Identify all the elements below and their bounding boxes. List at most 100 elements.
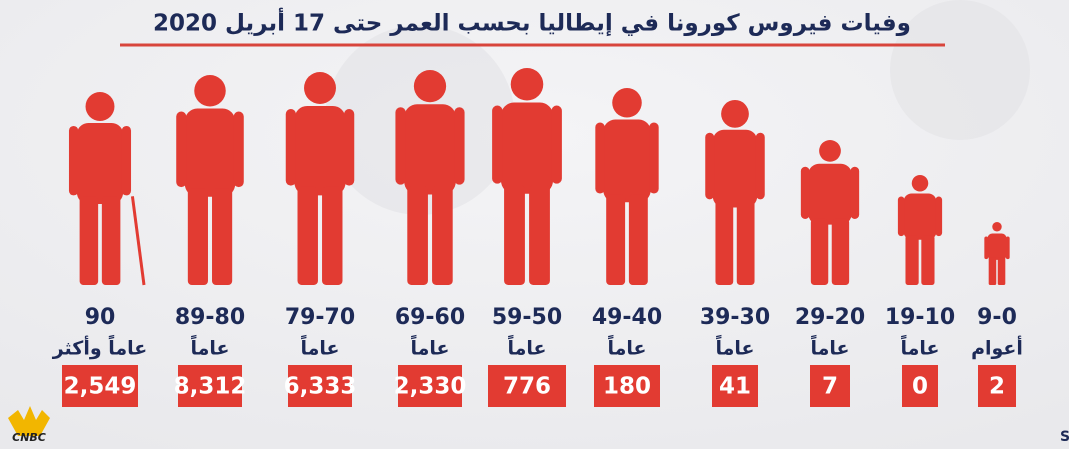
figure-leg [322,186,343,285]
figure-body [184,108,236,197]
figure-arm [233,111,244,188]
figure-arm [121,125,132,196]
value-label: 2,330 [394,374,467,400]
value-label: 41 [719,374,751,400]
figure-leg [997,257,1006,285]
figure-leg [212,188,233,285]
figure-body [500,102,554,194]
person-figure [285,72,355,285]
figure-arm [285,108,296,186]
figure-head [911,175,929,192]
figure-body [76,122,124,205]
figure-arm [897,196,905,237]
person-figure [492,68,562,285]
figure-leg [101,196,121,285]
x-tick-label: 69-60 [395,305,465,330]
value-label: 7 [822,374,838,400]
x-tick-label: 29-20 [795,305,865,330]
logo-text: CNBC [12,431,46,444]
figure-arm [454,107,465,185]
figure-arm [551,105,562,184]
category-unit: عاماً [715,334,754,359]
person-figure [897,175,943,285]
person-figure [395,70,465,285]
figure-arm [176,111,187,188]
value-box [62,365,138,407]
figure-arm [705,132,715,200]
figure-head [304,72,336,104]
person-figure [984,222,1010,285]
figure-leg [606,194,626,285]
figure-leg [297,186,318,285]
figure-arm [395,107,406,185]
value-box [712,365,758,407]
figure-leg [79,196,99,285]
category-unit: عاماً [190,334,229,359]
value-box [398,365,462,407]
figure-leg [187,188,208,285]
figure-leg [432,185,453,285]
figure-leg [921,235,935,285]
figure-head [612,88,642,118]
logo-peacock [8,406,50,436]
figure-arm [649,122,659,194]
value-label: 180 [603,374,651,400]
figure-leg [529,185,550,285]
figure-head [992,222,1002,232]
person-figure [800,140,860,285]
x-tick-label: 89-80 [175,305,245,330]
value-box [594,365,660,407]
figure-arm [68,125,79,196]
value-box [488,365,566,407]
virus-decoration [890,0,1030,140]
figure-leg [988,257,997,285]
figure-arm [1005,236,1010,260]
category-unit: عاماً [507,334,546,359]
value-box [978,365,1016,407]
figure-head [85,92,115,121]
x-tick-label: 9-0 [977,305,1017,330]
chart-title: وفيات فيروس كورونا في إيطاليا بحسب العمر… [153,7,911,37]
value-label: 8,312 [174,374,247,400]
figure-body [603,119,651,203]
figure-arm [984,236,989,260]
figure-leg [905,235,919,285]
x-tick-label: 19-10 [885,305,955,330]
x-tick-label: 49-40 [592,305,662,330]
figure-arm [755,132,765,200]
person-figure [176,75,244,285]
category-unit: عاماً [410,334,449,359]
figure-leg [831,218,850,285]
figure-head [510,68,544,101]
category-unit: عاماً [810,334,849,359]
x-tick-label: 39-30 [700,305,770,330]
figure-body [808,163,852,225]
value-box [178,365,242,407]
person-figure [705,100,765,285]
figure-arm [492,105,503,184]
value-box [810,365,850,407]
figure-leg [736,200,755,285]
category-unit: عاماً [900,334,939,359]
figure-head [819,140,841,162]
value-label: 0 [912,374,928,400]
figure-arm [935,196,943,237]
value-label: 2 [989,374,1005,400]
figure-body [294,105,346,196]
figure-leg [628,194,648,285]
figure-leg [504,185,525,285]
category-unit: عاماً [607,334,646,359]
value-box [902,365,938,407]
figure-arm [850,166,860,219]
value-label: 6,333 [284,374,357,400]
x-tick-label: 90 [85,305,116,330]
person-figure [68,92,146,286]
category-unit: عاماً وأكثر [52,334,148,359]
figure-leg [715,200,734,285]
figure-body [404,104,456,195]
value-label: 2,549 [64,374,137,400]
figure-arm [595,122,605,194]
category-unit: عاماً [300,334,339,359]
figure-leg [810,218,829,285]
